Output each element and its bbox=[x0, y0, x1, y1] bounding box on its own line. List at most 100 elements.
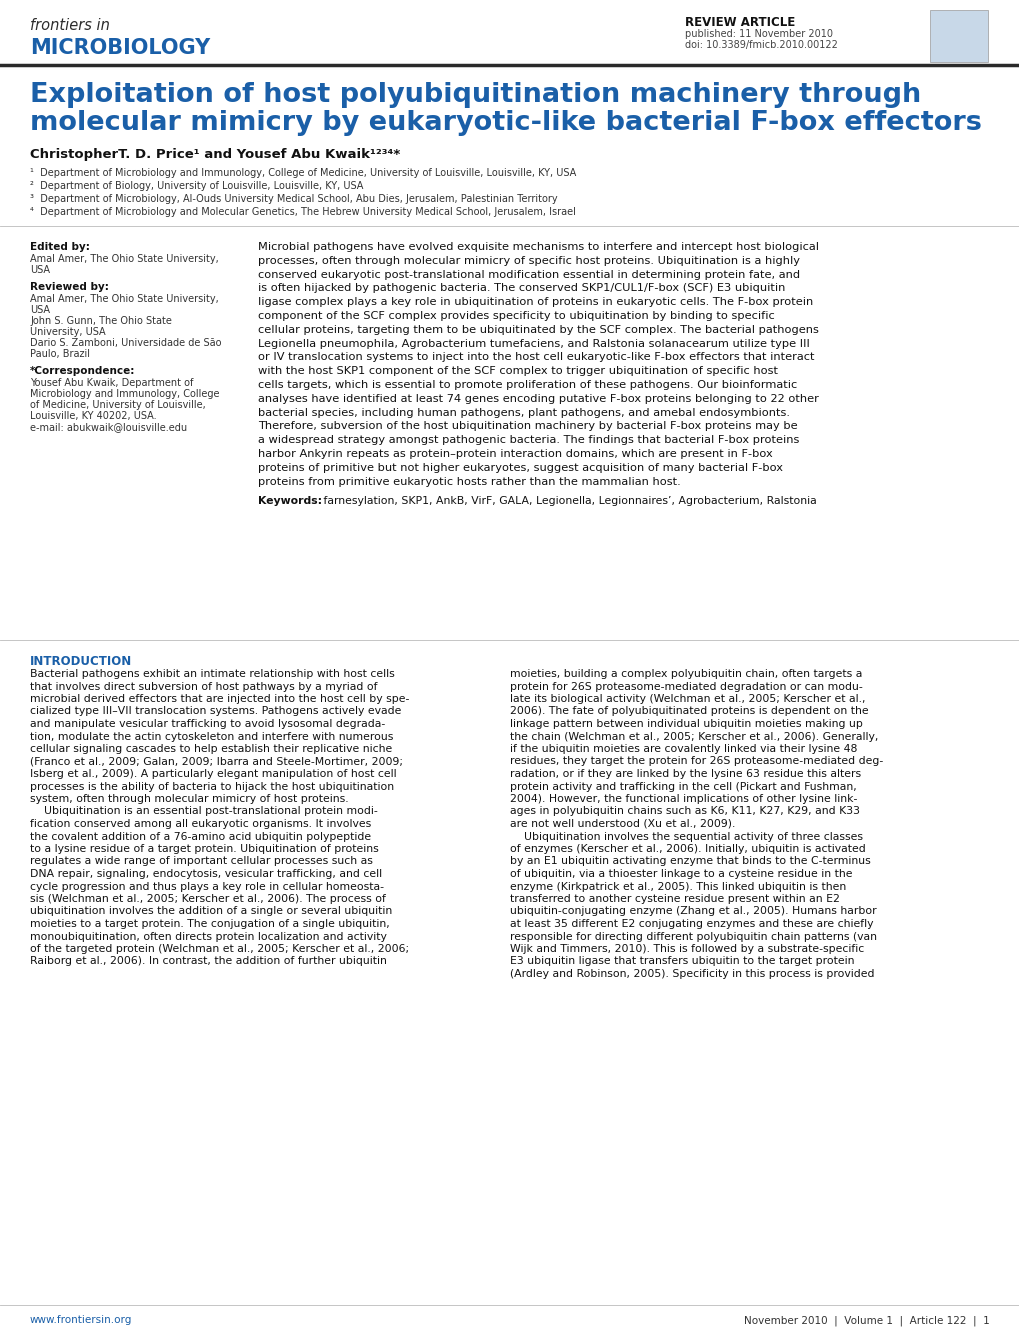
Text: E3 ubiquitin ligase that transfers ubiquitin to the target protein: E3 ubiquitin ligase that transfers ubiqu… bbox=[510, 956, 854, 967]
Text: e-mail: abukwaik@louisville.edu: e-mail: abukwaik@louisville.edu bbox=[30, 422, 186, 433]
Text: Therefore, subversion of the host ubiquitination machinery by bacterial F-box pr: Therefore, subversion of the host ubiqui… bbox=[258, 422, 797, 431]
Text: (Ardley and Robinson, 2005). Specificity in this process is provided: (Ardley and Robinson, 2005). Specificity… bbox=[510, 969, 873, 979]
Text: system, often through molecular mimicry of host proteins.: system, often through molecular mimicry … bbox=[30, 794, 348, 804]
Text: processes is the ability of bacteria to hijack the host ubiquitination: processes is the ability of bacteria to … bbox=[30, 781, 393, 792]
Text: cells targets, which is essential to promote proliferation of these pathogens. O: cells targets, which is essential to pro… bbox=[258, 380, 797, 390]
Text: Dario S. Zamboni, Universidade de São: Dario S. Zamboni, Universidade de São bbox=[30, 338, 221, 348]
Text: frontiers in: frontiers in bbox=[30, 17, 110, 33]
Text: proteins from primitive eukaryotic hosts rather than the mammalian host.: proteins from primitive eukaryotic hosts… bbox=[258, 477, 680, 486]
Text: and manipulate vesicular trafficking to avoid lysosomal degrada-: and manipulate vesicular trafficking to … bbox=[30, 720, 385, 729]
Text: USA: USA bbox=[30, 304, 50, 315]
Bar bbox=[929, 9, 987, 61]
Text: proteins of primitive but not higher eukaryotes, suggest acquisition of many bac: proteins of primitive but not higher euk… bbox=[258, 463, 783, 473]
Text: ligase complex plays a key role in ubiquitination of proteins in eukaryotic cell: ligase complex plays a key role in ubiqu… bbox=[258, 298, 812, 307]
Text: of the targeted protein (Welchman et al., 2005; Kerscher et al., 2006;: of the targeted protein (Welchman et al.… bbox=[30, 944, 409, 955]
Text: a widespread strategy amongst pathogenic bacteria. The findings that bacterial F: a widespread strategy amongst pathogenic… bbox=[258, 435, 799, 445]
Text: if the ubiquitin moieties are covalently linked via their lysine 48: if the ubiquitin moieties are covalently… bbox=[510, 744, 857, 754]
Text: Amal Amer, The Ohio State University,: Amal Amer, The Ohio State University, bbox=[30, 294, 218, 304]
Text: USA: USA bbox=[30, 266, 50, 275]
Text: ubiquitination involves the addition of a single or several ubiquitin: ubiquitination involves the addition of … bbox=[30, 906, 392, 917]
Text: regulates a wide range of important cellular processes such as: regulates a wide range of important cell… bbox=[30, 857, 373, 866]
Text: the covalent addition of a 76-amino acid ubiquitin polypeptide: the covalent addition of a 76-amino acid… bbox=[30, 832, 371, 841]
Text: Exploitation of host polyubiquitination machinery through: Exploitation of host polyubiquitination … bbox=[30, 81, 920, 108]
Text: DNA repair, signaling, endocytosis, vesicular trafficking, and cell: DNA repair, signaling, endocytosis, vesi… bbox=[30, 869, 382, 878]
Text: Legionella pneumophila, Agrobacterium tumefaciens, and Ralstonia solanacearum ut: Legionella pneumophila, Agrobacterium tu… bbox=[258, 339, 809, 348]
Text: INTRODUCTION: INTRODUCTION bbox=[30, 655, 132, 668]
Text: Bacterial pathogens exhibit an intimate relationship with host cells: Bacterial pathogens exhibit an intimate … bbox=[30, 669, 394, 680]
Text: published: 11 November 2010: published: 11 November 2010 bbox=[685, 29, 833, 39]
Text: ¹  Department of Microbiology and Immunology, College of Medicine, University of: ¹ Department of Microbiology and Immunol… bbox=[30, 168, 576, 178]
Text: by an E1 ubiquitin activating enzyme that binds to the C-terminus: by an E1 ubiquitin activating enzyme tha… bbox=[510, 857, 870, 866]
Text: Microbiology and Immunology, College: Microbiology and Immunology, College bbox=[30, 388, 219, 399]
Text: Raiborg et al., 2006). In contrast, the addition of further ubiquitin: Raiborg et al., 2006). In contrast, the … bbox=[30, 956, 386, 967]
Text: to a lysine residue of a target protein. Ubiquitination of proteins: to a lysine residue of a target protein.… bbox=[30, 844, 378, 854]
Text: harbor Ankyrin repeats as protein–protein interaction domains, which are present: harbor Ankyrin repeats as protein–protei… bbox=[258, 449, 772, 459]
Text: monoubiquitination, often directs protein localization and activity: monoubiquitination, often directs protei… bbox=[30, 932, 386, 941]
Text: *Correspondence:: *Correspondence: bbox=[30, 366, 136, 376]
Text: are not well understood (Xu et al., 2009).: are not well understood (Xu et al., 2009… bbox=[510, 818, 735, 829]
Text: sis (Welchman et al., 2005; Kerscher et al., 2006). The process of: sis (Welchman et al., 2005; Kerscher et … bbox=[30, 894, 385, 904]
Text: microbial derived effectors that are injected into the host cell by spe-: microbial derived effectors that are inj… bbox=[30, 694, 409, 704]
Text: November 2010  |  Volume 1  |  Article 122  |  1: November 2010 | Volume 1 | Article 122 |… bbox=[744, 1315, 989, 1326]
Text: Paulo, Brazil: Paulo, Brazil bbox=[30, 348, 90, 359]
Text: analyses have identified at least 74 genes encoding putative F-box proteins belo: analyses have identified at least 74 gen… bbox=[258, 394, 818, 403]
Text: Ubiquitination involves the sequential activity of three classes: Ubiquitination involves the sequential a… bbox=[510, 832, 862, 841]
Text: Ubiquitination is an essential post-translational protein modi-: Ubiquitination is an essential post-tran… bbox=[30, 806, 377, 817]
Text: ages in polyubiquitin chains such as K6, K11, K27, K29, and K33: ages in polyubiquitin chains such as K6,… bbox=[510, 806, 859, 817]
Text: transferred to another cysteine residue present within an E2: transferred to another cysteine residue … bbox=[510, 894, 839, 904]
Text: cellular signaling cascades to help establish their replicative niche: cellular signaling cascades to help esta… bbox=[30, 744, 392, 754]
Text: processes, often through molecular mimicry of specific host proteins. Ubiquitina: processes, often through molecular mimic… bbox=[258, 256, 799, 266]
Text: protein activity and trafficking in the cell (Pickart and Fushman,: protein activity and trafficking in the … bbox=[510, 781, 856, 792]
Text: 2006). The fate of polyubiquitinated proteins is dependent on the: 2006). The fate of polyubiquitinated pro… bbox=[510, 706, 868, 717]
Text: tion, modulate the actin cytoskeleton and interfere with numerous: tion, modulate the actin cytoskeleton an… bbox=[30, 732, 393, 741]
Text: Isberg et al., 2009). A particularly elegant manipulation of host cell: Isberg et al., 2009). A particularly ele… bbox=[30, 769, 396, 780]
Text: of enzymes (Kerscher et al., 2006). Initially, ubiquitin is activated: of enzymes (Kerscher et al., 2006). Init… bbox=[510, 844, 865, 854]
Text: is often hijacked by pathogenic bacteria. The conserved SKP1/CUL1/F-box (SCF) E3: is often hijacked by pathogenic bacteria… bbox=[258, 283, 785, 294]
Text: with the host SKP1 component of the SCF complex to trigger ubiquitination of spe: with the host SKP1 component of the SCF … bbox=[258, 366, 777, 376]
Text: cialized type III–VII translocation systems. Pathogens actively evade: cialized type III–VII translocation syst… bbox=[30, 706, 401, 717]
Text: late its biological activity (Welchman et al., 2005; Kerscher et al.,: late its biological activity (Welchman e… bbox=[510, 694, 865, 704]
Text: University, USA: University, USA bbox=[30, 327, 106, 336]
Text: molecular mimicry by eukaryotic-like bacterial F-box effectors: molecular mimicry by eukaryotic-like bac… bbox=[30, 109, 981, 136]
Text: or IV translocation systems to inject into the host cell eukaryotic-like F-box e: or IV translocation systems to inject in… bbox=[258, 352, 814, 362]
Text: responsible for directing different polyubiquitin chain patterns (van: responsible for directing different poly… bbox=[510, 932, 876, 941]
Text: cellular proteins, targeting them to be ubiquitinated by the SCF complex. The ba: cellular proteins, targeting them to be … bbox=[258, 324, 818, 335]
Text: enzyme (Kirkpatrick et al., 2005). This linked ubiquitin is then: enzyme (Kirkpatrick et al., 2005). This … bbox=[510, 881, 846, 892]
Text: 2004). However, the functional implications of other lysine link-: 2004). However, the functional implicati… bbox=[510, 794, 857, 804]
Text: (Franco et al., 2009; Galan, 2009; Ibarra and Steele-Mortimer, 2009;: (Franco et al., 2009; Galan, 2009; Ibarr… bbox=[30, 757, 403, 766]
Text: protein for 26S proteasome-mediated degradation or can modu-: protein for 26S proteasome-mediated degr… bbox=[510, 681, 862, 692]
Text: cycle progression and thus plays a key role in cellular homeosta-: cycle progression and thus plays a key r… bbox=[30, 881, 383, 892]
Text: farnesylation, SKP1, AnkB, VirF, GALA, Legionella, Legionnaires’, Agrobacterium,: farnesylation, SKP1, AnkB, VirF, GALA, L… bbox=[320, 497, 816, 506]
Text: Edited by:: Edited by: bbox=[30, 242, 90, 252]
Text: bacterial species, including human pathogens, plant pathogens, and amebal endosy: bacterial species, including human patho… bbox=[258, 407, 790, 418]
Text: the chain (Welchman et al., 2005; Kerscher et al., 2006). Generally,: the chain (Welchman et al., 2005; Kersch… bbox=[510, 732, 877, 741]
Text: fication conserved among all eukaryotic organisms. It involves: fication conserved among all eukaryotic … bbox=[30, 818, 371, 829]
Text: Louisville, KY 40202, USA.: Louisville, KY 40202, USA. bbox=[30, 411, 157, 421]
Text: radation, or if they are linked by the lysine 63 residue this alters: radation, or if they are linked by the l… bbox=[510, 769, 860, 780]
Text: moieties to a target protein. The conjugation of a single ubiquitin,: moieties to a target protein. The conjug… bbox=[30, 918, 389, 929]
Text: Microbial pathogens have evolved exquisite mechanisms to interfere and intercept: Microbial pathogens have evolved exquisi… bbox=[258, 242, 818, 252]
Text: linkage pattern between individual ubiquitin moieties making up: linkage pattern between individual ubiqu… bbox=[510, 720, 862, 729]
Text: ²  Department of Biology, University of Louisville, Louisville, KY, USA: ² Department of Biology, University of L… bbox=[30, 182, 363, 191]
Text: Amal Amer, The Ohio State University,: Amal Amer, The Ohio State University, bbox=[30, 254, 218, 264]
Text: ubiquitin-conjugating enzyme (Zhang et al., 2005). Humans harbor: ubiquitin-conjugating enzyme (Zhang et a… bbox=[510, 906, 875, 917]
Text: of ubiquitin, via a thioester linkage to a cysteine residue in the: of ubiquitin, via a thioester linkage to… bbox=[510, 869, 852, 878]
Text: ³  Department of Microbiology, Al-Ouds University Medical School, Abu Dies, Jeru: ³ Department of Microbiology, Al-Ouds Un… bbox=[30, 194, 557, 204]
Text: ⁴  Department of Microbiology and Molecular Genetics, The Hebrew University Medi: ⁴ Department of Microbiology and Molecul… bbox=[30, 207, 576, 218]
Text: that involves direct subversion of host pathways by a myriad of: that involves direct subversion of host … bbox=[30, 681, 377, 692]
Text: MICROBIOLOGY: MICROBIOLOGY bbox=[30, 37, 210, 57]
Text: conserved eukaryotic post-translational modification essential in determining pr: conserved eukaryotic post-translational … bbox=[258, 270, 799, 279]
Text: John S. Gunn, The Ohio State: John S. Gunn, The Ohio State bbox=[30, 316, 172, 326]
Text: Yousef Abu Kwaik, Department of: Yousef Abu Kwaik, Department of bbox=[30, 378, 194, 388]
Text: moieties, building a complex polyubiquitin chain, often targets a: moieties, building a complex polyubiquit… bbox=[510, 669, 861, 680]
Text: component of the SCF complex provides specificity to ubiquitination by binding t: component of the SCF complex provides sp… bbox=[258, 311, 774, 320]
Text: REVIEW ARTICLE: REVIEW ARTICLE bbox=[685, 16, 795, 29]
Text: www.frontiersin.org: www.frontiersin.org bbox=[30, 1315, 132, 1326]
Text: doi: 10.3389/fmicb.2010.00122: doi: 10.3389/fmicb.2010.00122 bbox=[685, 40, 837, 49]
Text: Keywords:: Keywords: bbox=[258, 497, 322, 506]
Text: of Medicine, University of Louisville,: of Medicine, University of Louisville, bbox=[30, 400, 206, 410]
Text: residues, they target the protein for 26S proteasome-mediated deg-: residues, they target the protein for 26… bbox=[510, 757, 882, 766]
Text: ChristopherT. D. Price¹ and Yousef Abu Kwaik¹²³⁴*: ChristopherT. D. Price¹ and Yousef Abu K… bbox=[30, 148, 399, 162]
Text: Reviewed by:: Reviewed by: bbox=[30, 282, 109, 292]
Text: at least 35 different E2 conjugating enzymes and these are chiefly: at least 35 different E2 conjugating enz… bbox=[510, 918, 872, 929]
